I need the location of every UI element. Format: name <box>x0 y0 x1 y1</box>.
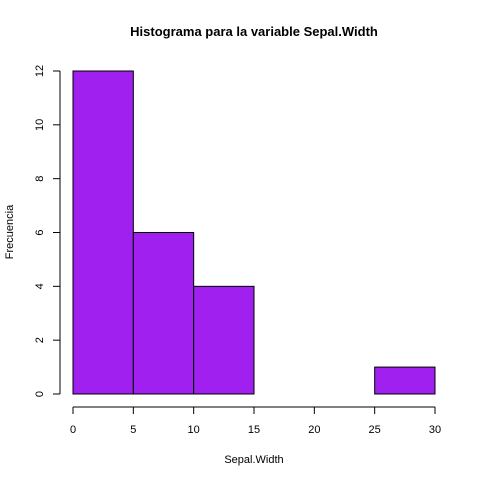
bars-layer <box>72 70 436 395</box>
y-tick-label-10: 10 <box>34 119 46 131</box>
x-tick-label-15: 15 <box>248 424 260 436</box>
x-axis-label: Sepal.Width <box>224 454 283 466</box>
x-tick-label-5: 5 <box>130 424 136 436</box>
y-axis-label: Frecuencia <box>4 204 16 259</box>
y-tick-label-8: 8 <box>34 176 46 182</box>
x-tick-label-30: 30 <box>429 424 441 436</box>
x-tick-label-25: 25 <box>369 424 381 436</box>
y-axis: 0 2 4 6 8 10 12 <box>34 65 61 397</box>
x-axis: 0 5 10 15 20 25 30 <box>70 406 441 436</box>
histogram-bar-2 <box>193 285 255 395</box>
y-tick-label-12: 12 <box>34 65 46 77</box>
histogram-bar-5 <box>374 366 436 395</box>
y-tick-label-2: 2 <box>34 337 46 343</box>
histogram-bar-0 <box>72 70 134 395</box>
y-tick-label-4: 4 <box>34 283 46 289</box>
x-tick-label-0: 0 <box>70 424 76 436</box>
histogram-bar-1 <box>132 232 195 395</box>
x-tick-label-20: 20 <box>308 424 320 436</box>
chart-title: Histograma para la variable Sepal.Width <box>130 24 378 39</box>
y-tick-label-0: 0 <box>34 391 46 397</box>
x-tick-label-10: 10 <box>188 424 200 436</box>
y-tick-label-6: 6 <box>34 229 46 235</box>
